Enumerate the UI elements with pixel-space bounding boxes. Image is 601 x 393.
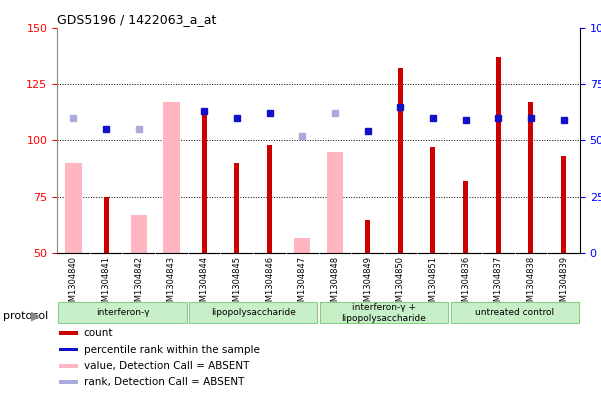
Text: GSM1304848: GSM1304848 xyxy=(331,256,340,312)
Text: GSM1304841: GSM1304841 xyxy=(102,256,111,312)
Text: untreated control: untreated control xyxy=(475,309,554,317)
Text: GSM1304851: GSM1304851 xyxy=(429,256,438,312)
Text: GSM1304837: GSM1304837 xyxy=(494,256,503,312)
Text: GSM1304838: GSM1304838 xyxy=(526,256,535,312)
Text: GDS5196 / 1422063_a_at: GDS5196 / 1422063_a_at xyxy=(57,13,216,26)
Text: interferon-γ +
lipopolysaccharide: interferon-γ + lipopolysaccharide xyxy=(341,303,426,323)
Bar xyxy=(234,163,239,253)
Text: GSM1304845: GSM1304845 xyxy=(233,256,242,312)
Text: GSM1304839: GSM1304839 xyxy=(559,256,568,312)
Text: percentile rank within the sample: percentile rank within the sample xyxy=(84,345,260,354)
Bar xyxy=(294,238,310,253)
Text: GSM1304844: GSM1304844 xyxy=(200,256,209,312)
Text: GSM1304843: GSM1304843 xyxy=(167,256,176,312)
Bar xyxy=(327,152,343,253)
Text: GSM1304846: GSM1304846 xyxy=(265,256,274,312)
Text: rank, Detection Call = ABSENT: rank, Detection Call = ABSENT xyxy=(84,377,244,387)
Bar xyxy=(365,220,370,253)
Bar xyxy=(130,215,147,253)
Bar xyxy=(202,111,207,253)
Text: interferon-γ: interferon-γ xyxy=(96,309,149,317)
Bar xyxy=(267,145,272,253)
Text: count: count xyxy=(84,328,113,338)
Bar xyxy=(430,147,435,253)
Bar xyxy=(398,68,403,253)
Bar xyxy=(59,380,78,384)
Text: GSM1304847: GSM1304847 xyxy=(297,256,307,312)
Bar xyxy=(163,102,180,253)
Bar xyxy=(528,102,534,253)
FancyBboxPatch shape xyxy=(320,302,448,323)
FancyBboxPatch shape xyxy=(189,302,317,323)
Bar xyxy=(59,364,78,368)
Bar xyxy=(59,348,78,351)
Bar xyxy=(66,163,82,253)
Bar xyxy=(103,197,109,253)
FancyBboxPatch shape xyxy=(58,302,186,323)
Text: GSM1304842: GSM1304842 xyxy=(134,256,143,312)
Text: value, Detection Call = ABSENT: value, Detection Call = ABSENT xyxy=(84,361,249,371)
FancyBboxPatch shape xyxy=(451,302,579,323)
Text: GSM1304840: GSM1304840 xyxy=(69,256,78,312)
Bar xyxy=(463,181,468,253)
Text: lipopolysaccharide: lipopolysaccharide xyxy=(211,309,296,317)
Text: protocol: protocol xyxy=(3,311,48,321)
Bar xyxy=(59,331,78,335)
Text: GSM1304849: GSM1304849 xyxy=(363,256,372,312)
Bar xyxy=(496,57,501,253)
Text: ▶: ▶ xyxy=(31,309,41,323)
Text: GSM1304850: GSM1304850 xyxy=(395,256,404,312)
Bar xyxy=(561,156,566,253)
Text: GSM1304836: GSM1304836 xyxy=(461,256,470,312)
